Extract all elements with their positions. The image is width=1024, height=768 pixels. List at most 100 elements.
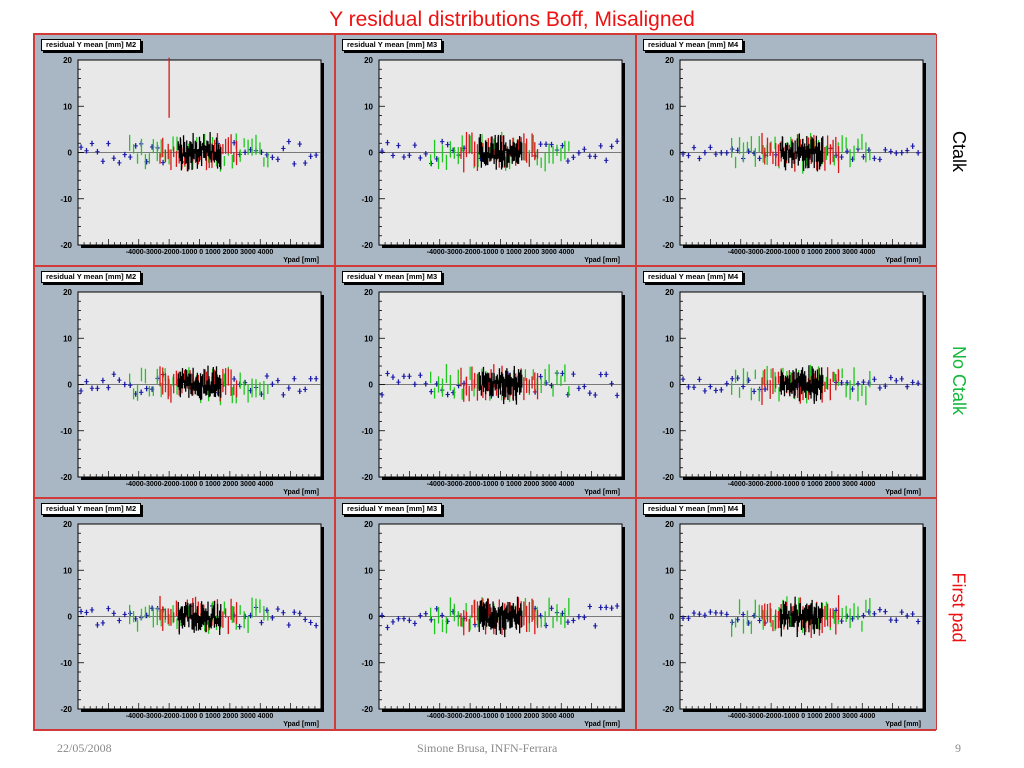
data-points [78,365,319,406]
y-tick-label: -10 [60,659,72,668]
plot-title: residual Y mean [mm] M4 [643,503,744,515]
x-tick-labels: -4000-3000-2000-1000 0 1000 2000 3000 40… [427,481,575,488]
y-tick-label: -10 [662,659,674,668]
y-tick-label: -20 [662,241,674,250]
x-axis-label: Ypad [mm] [885,721,921,728]
residual-plot: 20 10 0 -10 -20 -4000-3000-2000-1000 0 1000 2… [60,520,324,728]
footer-author: Simone Brusa, INFN-Ferrara [417,741,558,755]
x-axis-label: Ypad [mm] [885,489,921,496]
y-tick-label: 10 [63,102,72,111]
y-tick-label: 20 [63,520,72,529]
residual-plot: 20 10 0 -10 -20 -4000-3000-2000-1000 0 1000 2… [662,520,926,728]
footer-page-number: 9 [955,741,961,755]
data-points [78,595,319,635]
y-tick-label: 20 [364,520,373,529]
residual-plot: 20 10 0 -10 -20 -4000-3000-2000-1000 0 1000 2… [662,56,926,264]
x-tick-labels: -4000-3000-2000-1000 0 1000 2000 3000 40… [427,713,575,720]
x-axis-label: Ypad [mm] [283,489,319,496]
plot-title: residual Y mean [mm] M3 [342,39,443,51]
y-tick-label: 0 [68,613,73,622]
residual-plot: 20 10 0 -10 -20 -4000-3000-2000-1000 0 1000 2… [361,288,625,496]
plot-title: residual Y mean [mm] M4 [643,271,744,283]
y-tick-label: 20 [665,56,674,65]
x-tick-labels: -4000-3000-2000-1000 0 1000 2000 3000 40… [728,713,876,720]
data-points [680,595,921,638]
y-tick-label: -10 [361,195,373,204]
y-tick-label: 10 [364,334,373,343]
plot-panel: 20 10 0 -10 -20 -4000-3000-2000-1000 0 1000 2… [335,266,636,498]
x-axis-label: Ypad [mm] [584,489,620,496]
y-tick-label: -10 [60,427,72,436]
y-tick-label: 20 [63,288,72,297]
y-tick-label: 0 [68,149,73,158]
y-tick-label: 20 [364,56,373,65]
residual-plot: 20 10 0 -10 -20 -4000-3000-2000-1000 0 1000 2… [361,56,625,264]
y-tick-label: -20 [662,705,674,714]
data-points [680,132,921,174]
x-axis-label: Ypad [mm] [283,721,319,728]
residual-plot: 20 10 0 -10 -20 -4000-3000-2000-1000 0 1000 2… [662,288,926,496]
y-tick-label: -20 [361,473,373,482]
x-axis-label: Ypad [mm] [885,257,921,264]
plot-title: residual Y mean [mm] M2 [41,271,142,283]
plot-panel: 20 10 0 -10 -20 -4000-3000-2000-1000 0 1000 2… [335,34,636,266]
plot-title: residual Y mean [mm] M3 [342,503,443,515]
y-tick-label: 10 [364,102,373,111]
plot-panel: 20 10 0 -10 -20 -4000-3000-2000-1000 0 1000 2… [636,266,937,498]
plot-panel: 20 10 0 -10 -20 -4000-3000-2000-1000 0 1000 2… [34,266,335,498]
y-tick-label: -20 [60,241,72,250]
x-axis-label: Ypad [mm] [584,721,620,728]
y-tick-label: -20 [361,705,373,714]
x-tick-labels: -4000-3000-2000-1000 0 1000 2000 3000 40… [126,713,274,720]
y-tick-label: 20 [63,56,72,65]
plot-title: residual Y mean [mm] M2 [41,39,142,51]
x-axis-label: Ypad [mm] [584,257,620,264]
y-tick-label: -20 [361,241,373,250]
data-points [379,131,620,173]
footer-date: 22/05/2008 [57,741,112,755]
y-tick-label: 0 [369,613,374,622]
y-tick-label: 10 [63,566,72,575]
data-points [379,596,620,638]
slide-title: Y residual distributions Boff, Misaligne… [329,8,695,31]
y-tick-label: -10 [60,195,72,204]
x-tick-labels: -4000-3000-2000-1000 0 1000 2000 3000 40… [427,249,575,256]
plot-panel: 20 10 0 -10 -20 -4000-3000-2000-1000 0 1000 2… [34,498,335,730]
residual-plot: 20 10 0 -10 -20 -4000-3000-2000-1000 0 1000 2… [361,520,625,728]
y-tick-label: 10 [63,334,72,343]
plot-title: residual Y mean [mm] M3 [342,271,443,283]
x-tick-labels: -4000-3000-2000-1000 0 1000 2000 3000 40… [728,249,876,256]
y-tick-label: -10 [361,659,373,668]
plot-title: residual Y mean [mm] M2 [41,503,142,515]
x-axis-label: Ypad [mm] [283,257,319,264]
y-tick-label: 0 [369,149,374,158]
x-tick-labels: -4000-3000-2000-1000 0 1000 2000 3000 40… [728,481,876,488]
residual-plot: 20 10 0 -10 -20 -4000-3000-2000-1000 0 1000 2… [60,288,324,496]
y-tick-label: 10 [665,102,674,111]
y-tick-label: -20 [60,705,72,714]
x-tick-labels: -4000-3000-2000-1000 0 1000 2000 3000 40… [126,249,274,256]
y-tick-label: 10 [665,566,674,575]
plot-panel: 20 10 0 -10 -20 -4000-3000-2000-1000 0 1000 2… [636,498,937,730]
plot-panel: 20 10 0 -10 -20 -4000-3000-2000-1000 0 1000 2… [335,498,636,730]
x-tick-labels: -4000-3000-2000-1000 0 1000 2000 3000 40… [126,481,274,488]
y-tick-label: 10 [364,566,373,575]
row-label-first-pad: First pad [948,571,969,643]
y-tick-label: -10 [662,427,674,436]
y-tick-label: 0 [670,149,675,158]
plot-title: residual Y mean [mm] M4 [643,39,744,51]
y-tick-label: -20 [662,473,674,482]
y-tick-label: 0 [670,381,675,390]
y-tick-label: -10 [662,195,674,204]
y-tick-label: 20 [665,520,674,529]
plot-grid: 20 10 0 -10 -20 -4000-3000-2000-1000 0 1000 2… [33,33,937,731]
data-points [680,364,921,406]
residual-plot: 20 10 0 -10 -20 -4000-3000-2000-1000 0 1000 2… [60,56,324,264]
plot-panel: 20 10 0 -10 -20 -4000-3000-2000-1000 0 1000 2… [636,34,937,266]
y-tick-label: 0 [68,381,73,390]
y-tick-label: 20 [665,288,674,297]
y-tick-label: 0 [369,381,374,390]
y-tick-label: 20 [364,288,373,297]
row-label-no-ctalk: No Ctalk [948,345,969,415]
y-tick-label: 10 [665,334,674,343]
